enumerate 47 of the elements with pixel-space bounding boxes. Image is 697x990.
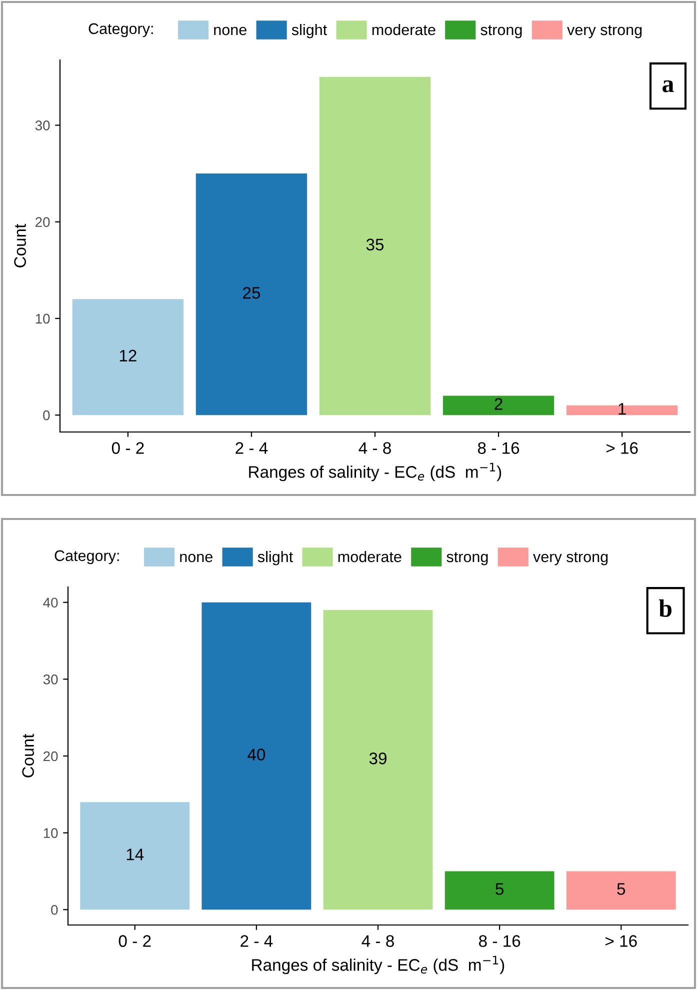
legend-title: Category:: [54, 550, 119, 564]
legend-label: none: [180, 554, 212, 562]
legend-label: slight: [258, 550, 293, 566]
data-label: 1: [618, 403, 626, 415]
y-axis-title: Count: [14, 224, 26, 268]
x-axis-title: Ranges of salinity - EC$_{e}$ (dS m$^{−1}$): [252, 956, 504, 974]
x-tick-label: 8 - 16: [478, 935, 520, 947]
legend-label: strong: [446, 552, 488, 566]
annotation: a: [662, 80, 674, 92]
data-label: 5: [496, 883, 504, 895]
y-tick-label: 30: [43, 674, 58, 684]
x-tick-label: > 16: [606, 935, 637, 947]
legend-label: very strong: [567, 25, 642, 38]
data-label: 12: [120, 350, 136, 362]
data-label: 35: [366, 238, 384, 250]
x-tick-label: 8 - 16: [478, 442, 520, 454]
y-tick-label: 40: [43, 598, 58, 608]
y-axis-title: Count: [22, 734, 34, 778]
data-label: 40: [248, 748, 266, 760]
data-label: 25: [243, 286, 260, 299]
y-tick-label: 0: [43, 410, 50, 420]
x-tick-label: 2 - 4: [236, 442, 268, 454]
x-tick-label: 2 - 4: [240, 935, 273, 947]
legend-label: moderate: [372, 24, 436, 36]
annotation: b: [658, 599, 672, 617]
legend-title: Category:: [88, 23, 153, 38]
legend-label: strong: [480, 25, 522, 38]
data-label: 39: [369, 752, 386, 764]
x-tick-label: 0 - 2: [118, 935, 151, 947]
y-tick-label: 10: [44, 828, 58, 838]
x-tick-label: 4 - 8: [362, 935, 394, 947]
x-tick-label: 4 - 8: [358, 442, 391, 454]
legend-label: slight: [292, 24, 327, 38]
data-label: 5: [617, 883, 626, 895]
data-label: 14: [126, 848, 144, 860]
x-tick-label: 0 - 2: [112, 442, 144, 454]
x-axis-title: Ranges of salinity - EC$_{e}$ (dS m$^{−1}$): [249, 462, 502, 482]
x-tick-label: > 16: [606, 442, 638, 454]
legend-label: very strong: [533, 552, 608, 566]
y-tick-label: 20: [44, 751, 58, 762]
legend-label: none: [214, 26, 246, 36]
legend-label: moderate: [338, 550, 402, 562]
y-tick-label: 10: [36, 314, 50, 324]
y-tick-label: 0: [51, 904, 58, 915]
data-label: 2: [494, 398, 502, 410]
y-tick-label: 20: [36, 217, 50, 228]
y-tick-label: 30: [35, 120, 50, 130]
